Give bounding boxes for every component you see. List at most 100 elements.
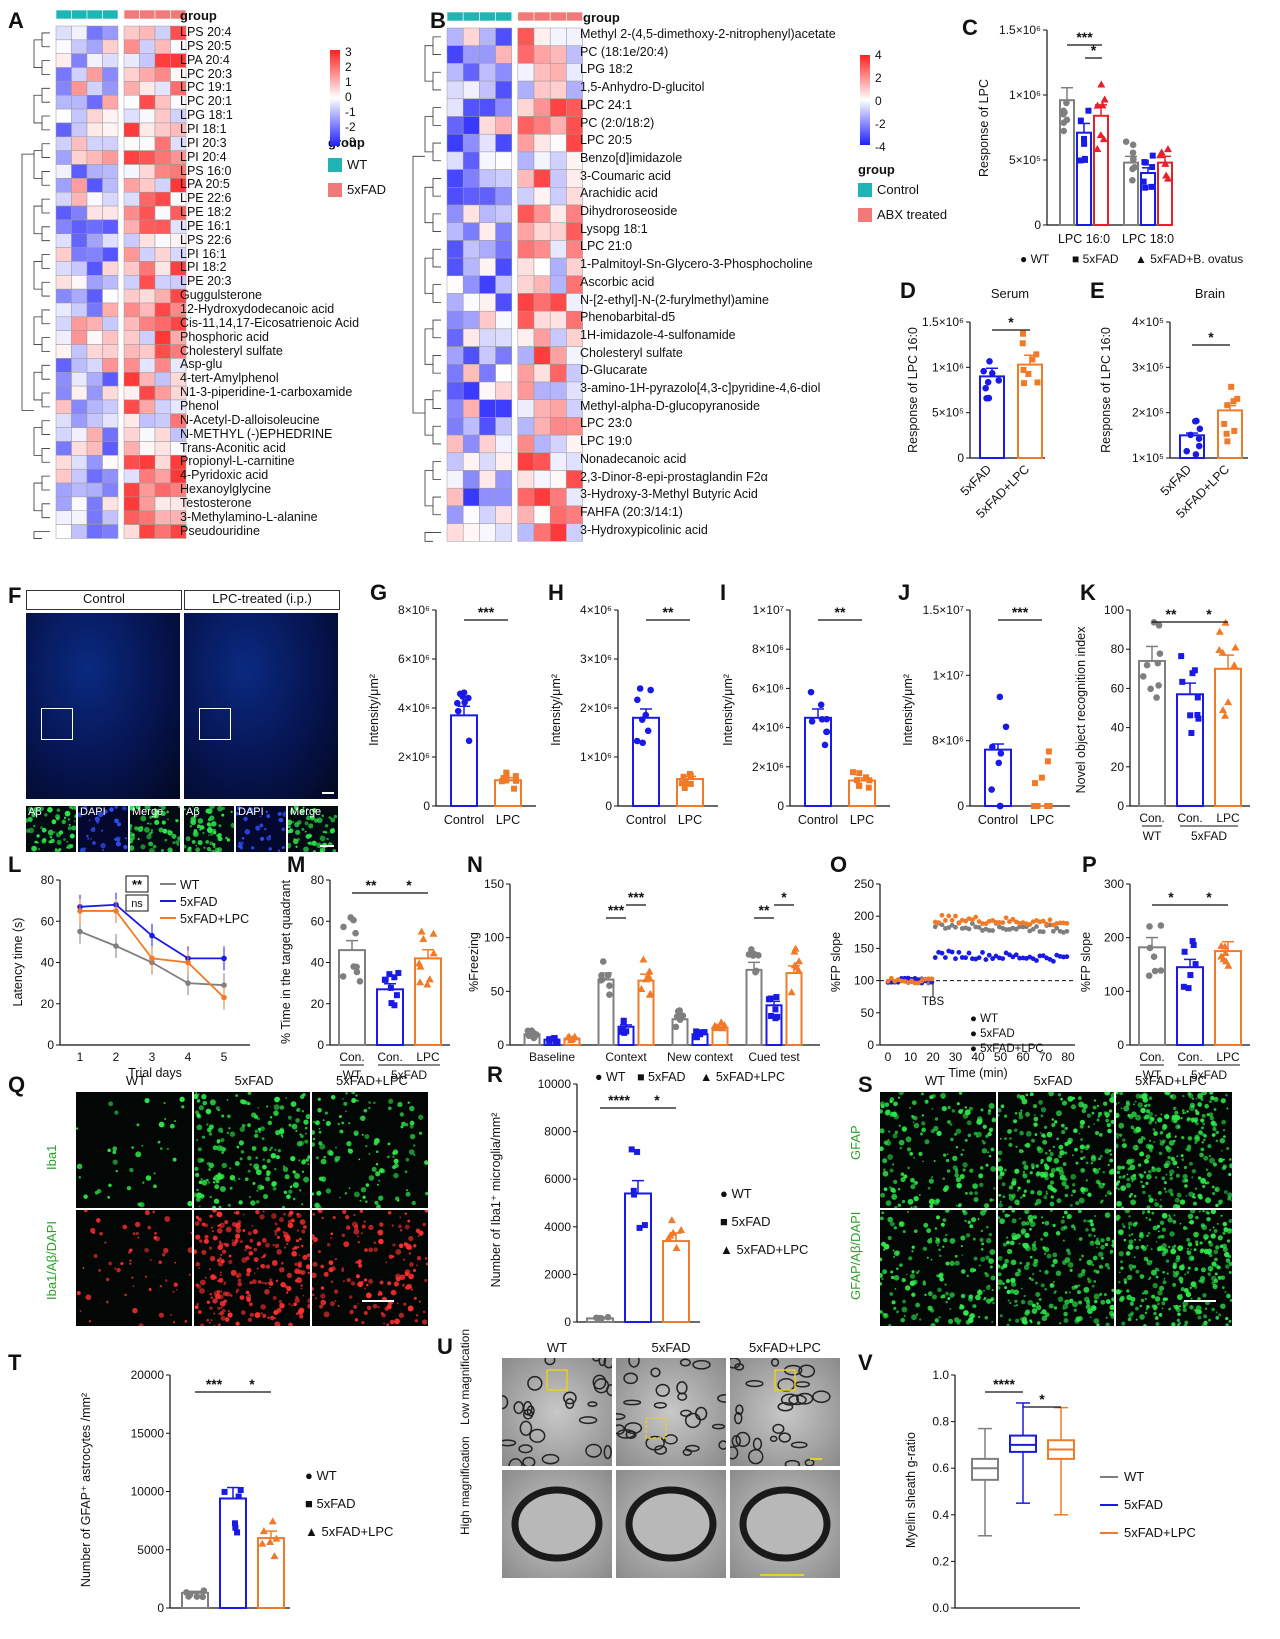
micrograph-dot (1093, 1123, 1095, 1125)
micrograph-dot (351, 1098, 357, 1104)
micrograph-dot (238, 1177, 241, 1181)
micrograph-dot (1198, 1195, 1203, 1200)
micrograph-dot (966, 1120, 972, 1126)
micrograph-dot (1216, 1222, 1219, 1225)
micrograph-dot (1039, 1171, 1046, 1178)
micrograph-dot (304, 1126, 308, 1130)
data-point (1224, 961, 1233, 969)
micrograph-dot (890, 1270, 894, 1274)
micrograph-dot (1147, 1194, 1152, 1198)
y-axis-label: Intensity/μm² (901, 674, 915, 746)
micrograph-dot (1031, 1166, 1035, 1170)
micrograph-dot (1217, 1266, 1221, 1270)
data-point (932, 955, 938, 960)
micrograph-dot (424, 1278, 428, 1283)
micrograph-dot (1128, 1234, 1131, 1237)
data-point (642, 711, 650, 719)
f-control-image (26, 613, 180, 799)
legend-label: 5xFAD (1124, 1497, 1163, 1512)
axon-profile (682, 1448, 693, 1457)
micrograph-dot (912, 1121, 915, 1124)
y-tick-label: 0 (497, 1038, 504, 1052)
micrograph-dot (290, 1101, 297, 1107)
micrograph-dot (235, 1321, 240, 1326)
q-micrograph (312, 1210, 428, 1326)
micrograph-dot (907, 1166, 910, 1170)
y-tick-label: 2000 (544, 1267, 571, 1281)
micrograph-dot (311, 840, 317, 846)
significance-mark: *** (206, 1376, 223, 1392)
micrograph-dot (1126, 1173, 1129, 1176)
micrograph-dot (1173, 1305, 1175, 1307)
micrograph-dot (299, 809, 305, 814)
micrograph-dot (361, 1321, 365, 1325)
micrograph-dot (1025, 1093, 1029, 1097)
micrograph-dot (1048, 1303, 1054, 1309)
micrograph-dot (1139, 1304, 1143, 1308)
u-micrograph (502, 1358, 612, 1466)
micrograph-dot (1200, 1223, 1205, 1228)
micrograph-dot (880, 1146, 884, 1152)
micrograph-dot (273, 1104, 280, 1111)
micrograph-dot (973, 1197, 979, 1203)
micrograph-dot (279, 1105, 285, 1110)
data-point (773, 994, 780, 1001)
micrograph-dot (1004, 1137, 1007, 1141)
heatmap-row-label: Testosterone (180, 495, 252, 510)
micrograph-dot (913, 1156, 915, 1159)
data-point (641, 1222, 648, 1229)
micrograph-dot (1073, 1308, 1077, 1312)
micrograph-dot (998, 1264, 1001, 1269)
micrograph-dot (1025, 1111, 1031, 1117)
micrograph-dot (1210, 1233, 1216, 1239)
micrograph-dot (314, 1297, 318, 1300)
micrograph-dot (66, 840, 69, 843)
micrograph-dot (209, 1306, 213, 1310)
x-tick-label: Control (626, 813, 666, 827)
micrograph-dot (179, 1096, 185, 1103)
micrograph-dot (911, 1245, 915, 1249)
micrograph-dot (288, 1303, 291, 1305)
micrograph-dot (1223, 1227, 1229, 1233)
data-point (888, 975, 894, 981)
micrograph-dot (1097, 1115, 1101, 1118)
micrograph-dot (910, 1184, 916, 1190)
micrograph-dot (1201, 1113, 1206, 1118)
data-point (1192, 961, 1199, 968)
micrograph-dot (1094, 1300, 1098, 1303)
micrograph-dot (381, 1169, 384, 1172)
micrograph-dot (258, 1130, 261, 1133)
micrograph-dot (149, 815, 153, 819)
micrograph-dot (889, 1221, 895, 1227)
micrograph-dot (69, 833, 75, 839)
micrograph-dot (259, 815, 262, 818)
micrograph-dot (196, 1192, 203, 1199)
micrograph-dot (83, 1210, 88, 1213)
micrograph-dot (1137, 1138, 1144, 1144)
data-point (680, 773, 687, 780)
micrograph-dot (226, 1131, 230, 1135)
micrograph-dot (893, 1226, 897, 1230)
micrograph-dot (140, 815, 147, 822)
micrograph-dot (201, 1093, 207, 1100)
micrograph-dot (375, 1150, 379, 1154)
micrograph-dot (415, 1228, 421, 1233)
f-inset-image: Aβ (184, 806, 234, 852)
heatmap-row-label: LPI 18:1 (180, 121, 227, 136)
micrograph-dot (1121, 1206, 1124, 1208)
micrograph-dot (210, 832, 214, 836)
micrograph-dot (243, 816, 248, 822)
panel-e-title: Brain (1195, 286, 1225, 301)
micrograph-dot (1029, 1171, 1033, 1175)
bar-r (624, 1192, 652, 1323)
micrograph-dot (236, 1272, 242, 1278)
micrograph-dot (205, 1108, 212, 1115)
micrograph-dot (1127, 1317, 1132, 1322)
micrograph-dot (898, 1124, 901, 1127)
y-tick-label: 8×10⁶ (752, 642, 784, 656)
micrograph-dot (208, 1321, 211, 1324)
micrograph-dot (210, 1274, 216, 1280)
heatmap-row-label: 2,3-Dinor-8-epi-prostaglandin F2α (580, 469, 768, 484)
micrograph-dot (105, 1300, 109, 1304)
micrograph-dot (206, 808, 213, 815)
